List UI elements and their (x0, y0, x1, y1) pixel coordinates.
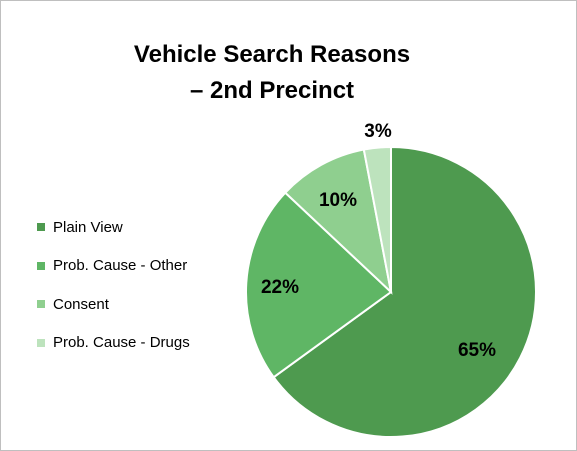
pie-slice-consent (283, 148, 393, 295)
chart-title-line-1: Vehicle Search Reasons (133, 41, 411, 68)
legend-swatch-consent (37, 300, 45, 308)
pie-slice-prob-cause-other (245, 191, 393, 379)
legend-item-plain-view: Plain View (37, 217, 190, 237)
legend-swatch-plain-view (37, 223, 45, 231)
legend-swatch-prob-cause-drugs (37, 338, 45, 347)
pie-slice-plain-view (272, 145, 537, 438)
chart-title: Vehicle Search Reasons – 2nd Precinct (107, 37, 437, 109)
chart-title-line-2: – 2nd Precinct (189, 77, 355, 104)
data-label-consent: 10% (319, 190, 357, 211)
legend-swatch-prob-cause-other (37, 261, 45, 270)
legend-item-prob-cause-drugs: Prob. Cause - Drugs (37, 333, 190, 353)
legend-label-prob-cause-drugs: Prob. Cause - Drugs (53, 334, 190, 351)
legend-label-prob-cause-other: Prob. Cause - Other (53, 257, 188, 274)
legend: Plain View Prob. Cause - Other Consent P… (37, 217, 190, 371)
data-label-plain-view: 65% (458, 340, 496, 361)
legend-item-prob-cause-other: Prob. Cause - Other (37, 256, 190, 276)
legend-label-plain-view: Plain View (53, 218, 123, 236)
legend-item-consent: Consent (37, 294, 190, 314)
legend-label-consent: Consent (53, 295, 109, 313)
data-label-prob-cause-drugs: 3% (364, 121, 392, 142)
data-label-prob-cause-other: 22% (261, 277, 299, 298)
pie-slice-prob-cause-drugs (362, 145, 392, 293)
